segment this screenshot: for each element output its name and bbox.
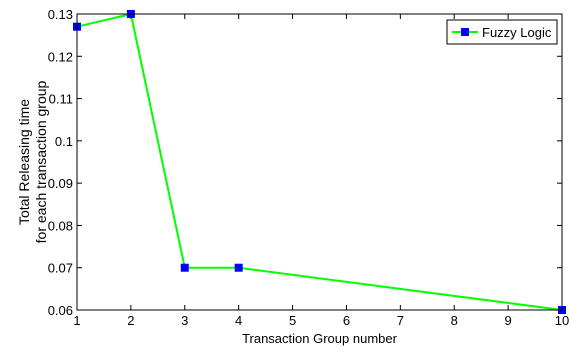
plot-frame: [76, 13, 563, 311]
x-axis-label: Transaction Group number: [242, 331, 398, 346]
legend-marker-swatch: [461, 28, 469, 36]
y-tick-label: 0.07: [48, 261, 73, 276]
x-tick-label: 4: [235, 313, 242, 328]
y-tick-label: 0.1: [55, 134, 73, 149]
y-axis-ticks: 0.06 0.07 0.08 0.09 0.1 0.11 0.12 0.13: [48, 7, 562, 318]
y-tick-label: 0.06: [48, 303, 73, 318]
x-tick-label: 7: [397, 313, 404, 328]
y-tick-label: 0.09: [48, 176, 73, 191]
legend-entry-fuzzy-logic: Fuzzy Logic: [482, 25, 552, 40]
y-tick-label: 0.08: [48, 218, 73, 233]
legend: Fuzzy Logic: [446, 19, 558, 45]
x-tick-label: 8: [451, 313, 458, 328]
y-axis-label-line-2: for each transaction group: [33, 80, 49, 243]
x-tick-label: 9: [504, 313, 511, 328]
x-tick-label: 1: [73, 313, 80, 328]
y-tick-label: 0.13: [48, 7, 73, 22]
y-axis-label: Total Releasing time for each transactio…: [16, 80, 49, 243]
y-tick-label: 0.12: [48, 49, 73, 64]
x-tick-label: 3: [181, 313, 188, 328]
data-point-marker: [180, 263, 189, 272]
y-axis-label-line-1: Total Releasing time: [16, 99, 32, 225]
plot-area: [77, 14, 562, 310]
x-tick-label: 10: [555, 313, 569, 328]
x-tick-label: 6: [343, 313, 350, 328]
y-tick-label: 0.11: [49, 92, 73, 107]
x-tick-label: 2: [127, 313, 134, 328]
x-tick-label: 5: [289, 313, 296, 328]
data-point-marker: [234, 263, 243, 272]
